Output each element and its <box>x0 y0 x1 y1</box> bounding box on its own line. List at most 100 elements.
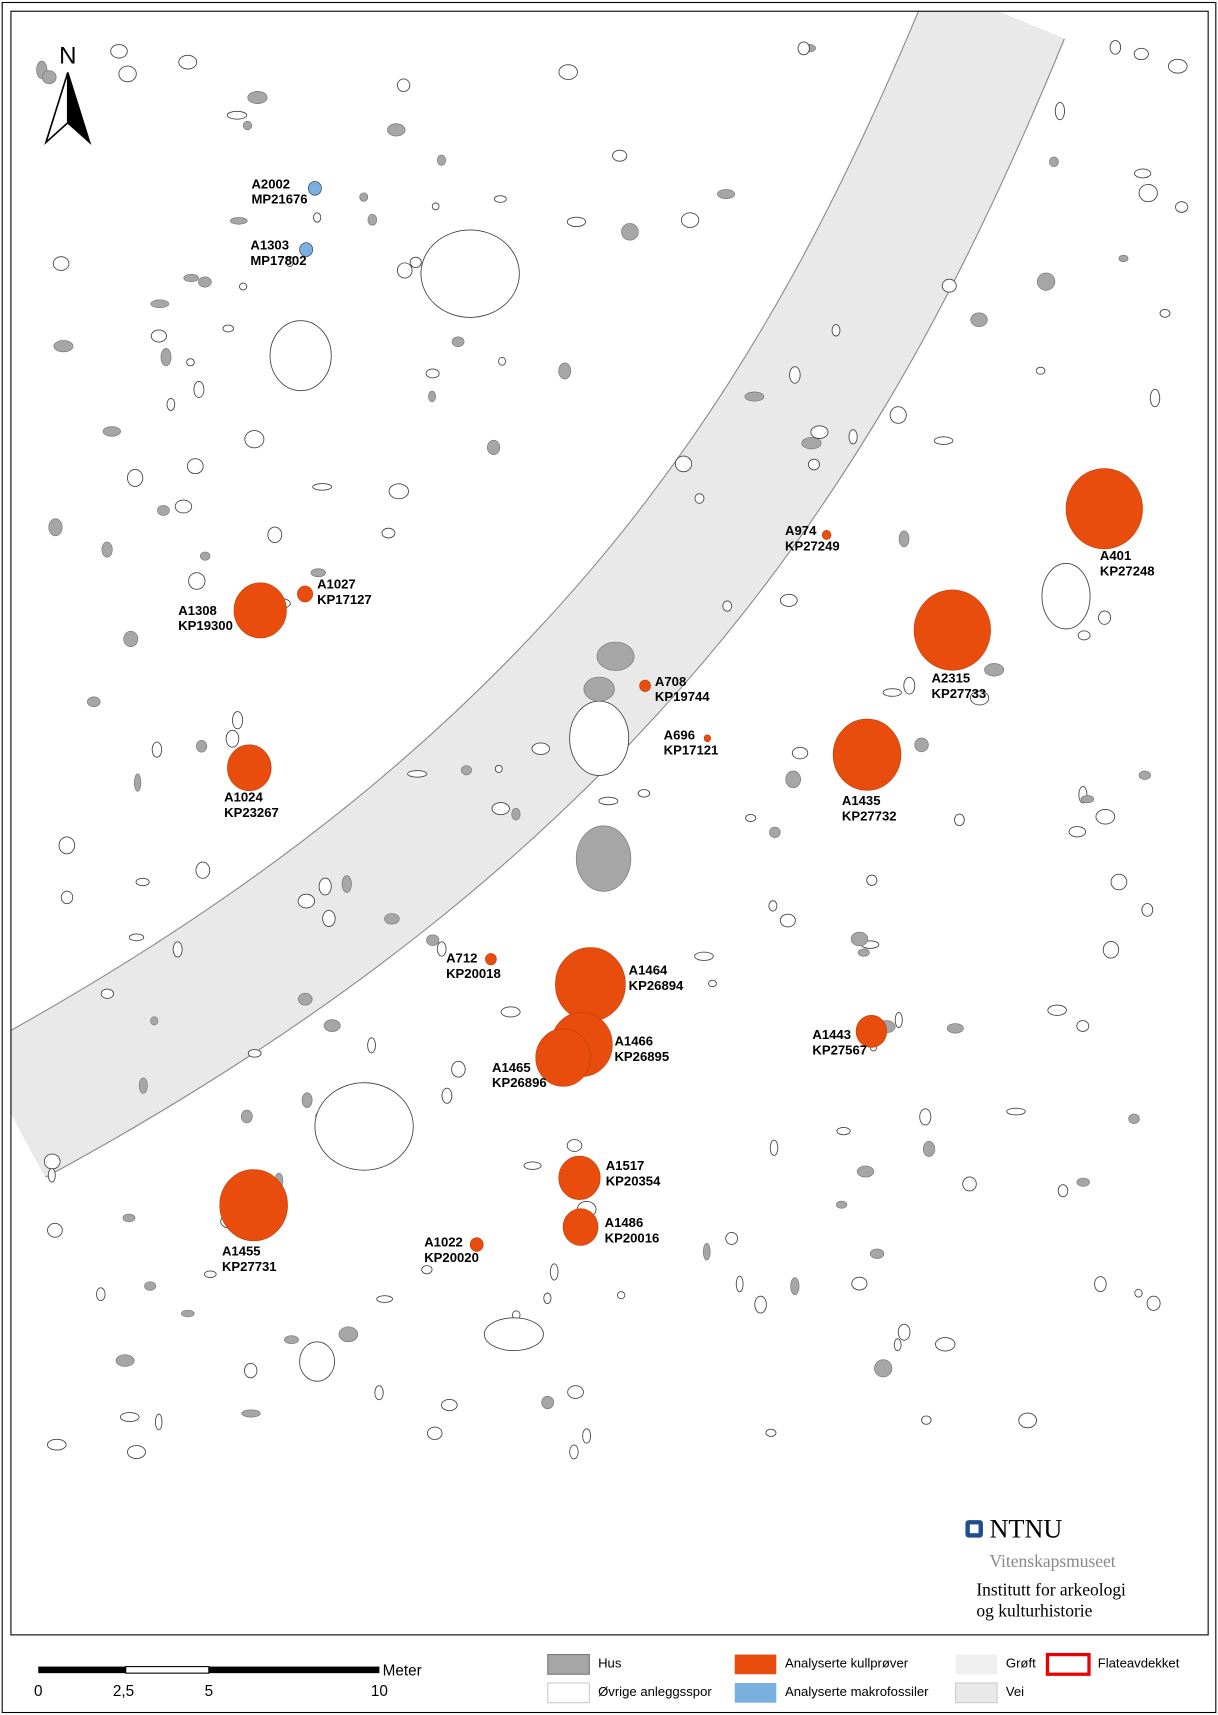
sample-feature <box>558 1155 601 1200</box>
pit <box>286 255 294 268</box>
pit <box>523 1161 542 1170</box>
legend: Hus Øvrige anleggsspor Analyserte kullpr… <box>547 1652 1180 1704</box>
pit <box>387 123 406 137</box>
pit <box>893 1338 902 1352</box>
pit <box>808 458 820 471</box>
feature-sample: KP26896 <box>492 1075 547 1090</box>
pit <box>487 439 501 456</box>
pit <box>323 1019 341 1032</box>
pit <box>543 1292 552 1305</box>
pit <box>725 1231 739 1245</box>
pit <box>566 1139 583 1152</box>
pit <box>694 493 705 504</box>
pit <box>341 875 352 893</box>
pit <box>1080 795 1095 804</box>
pit <box>166 398 176 411</box>
feature-sample: KP27248 <box>1100 563 1155 578</box>
sample-feature <box>703 734 712 743</box>
pit <box>441 1087 453 1104</box>
pit <box>118 65 137 83</box>
pit <box>898 530 910 548</box>
pit <box>86 696 101 708</box>
pit <box>436 154 447 166</box>
pit <box>493 195 507 203</box>
pit <box>919 1108 932 1126</box>
feature-id: A1027 <box>317 577 356 592</box>
pit <box>222 324 234 333</box>
pit <box>745 813 757 822</box>
feature-id: A1466 <box>614 1034 653 1049</box>
pit <box>1054 101 1065 121</box>
pit <box>134 773 142 792</box>
feature-sample: KP26895 <box>614 1049 669 1064</box>
pit <box>198 276 212 288</box>
pit <box>150 329 167 343</box>
pit <box>954 813 965 827</box>
pit <box>1057 1184 1069 1198</box>
pit <box>150 1016 159 1026</box>
pit <box>244 430 265 449</box>
pit <box>874 1359 893 1378</box>
pit <box>151 741 163 758</box>
scale-label: 5 <box>205 1683 214 1700</box>
feature-id: A2315 <box>932 671 971 686</box>
sample-feature <box>855 1014 888 1048</box>
pit <box>421 1265 433 1275</box>
pit <box>962 1176 977 1192</box>
pit <box>612 149 628 162</box>
pit <box>122 1213 136 1223</box>
feature-sample: KP19300 <box>178 618 233 633</box>
sample-feature <box>1065 468 1143 550</box>
feature-id: A1443 <box>812 1027 851 1042</box>
pit <box>848 429 858 445</box>
pit <box>53 340 74 353</box>
pit <box>297 992 313 1006</box>
feature-id: A1303 <box>250 238 289 253</box>
pit <box>1095 809 1116 825</box>
pit <box>359 192 369 202</box>
pit <box>946 1023 964 1034</box>
pit <box>889 406 907 424</box>
pit <box>384 913 400 925</box>
pit <box>186 358 195 367</box>
pit <box>637 789 651 798</box>
feature-id: A1486 <box>605 1215 644 1230</box>
north-label: N <box>59 43 76 70</box>
pit <box>835 1200 848 1209</box>
pit <box>407 770 428 778</box>
pit <box>318 877 332 896</box>
pit <box>427 1426 443 1440</box>
pit <box>582 1428 592 1444</box>
feature-id: A1465 <box>492 1060 531 1075</box>
pit <box>115 1354 135 1367</box>
pit <box>903 676 916 695</box>
pit <box>1134 1288 1143 1298</box>
sample-feature <box>639 679 651 692</box>
pit <box>558 64 578 80</box>
legend-label: Analyserte kullprøver <box>785 1656 909 1671</box>
pit <box>138 1077 148 1094</box>
pit <box>388 483 409 500</box>
pit <box>702 1243 711 1261</box>
pit <box>708 979 717 988</box>
feature-id: A696 <box>664 727 695 742</box>
feature-sample: KP20018 <box>446 966 501 981</box>
pit <box>941 278 957 293</box>
pit <box>1175 201 1189 213</box>
pit <box>1018 1412 1037 1429</box>
feature-id: A1517 <box>606 1158 645 1173</box>
pit <box>598 796 619 806</box>
feature-sample: MP17802 <box>250 253 306 268</box>
pit <box>119 1412 140 1423</box>
pit <box>791 746 809 760</box>
pit <box>127 1445 146 1459</box>
pit <box>511 807 521 821</box>
pit <box>1076 1020 1090 1032</box>
pit <box>155 1413 163 1431</box>
pit <box>428 390 436 402</box>
pit <box>491 802 510 816</box>
pit <box>96 1287 106 1302</box>
logo-name: NTNU <box>989 1515 1062 1544</box>
pit <box>240 1109 253 1124</box>
